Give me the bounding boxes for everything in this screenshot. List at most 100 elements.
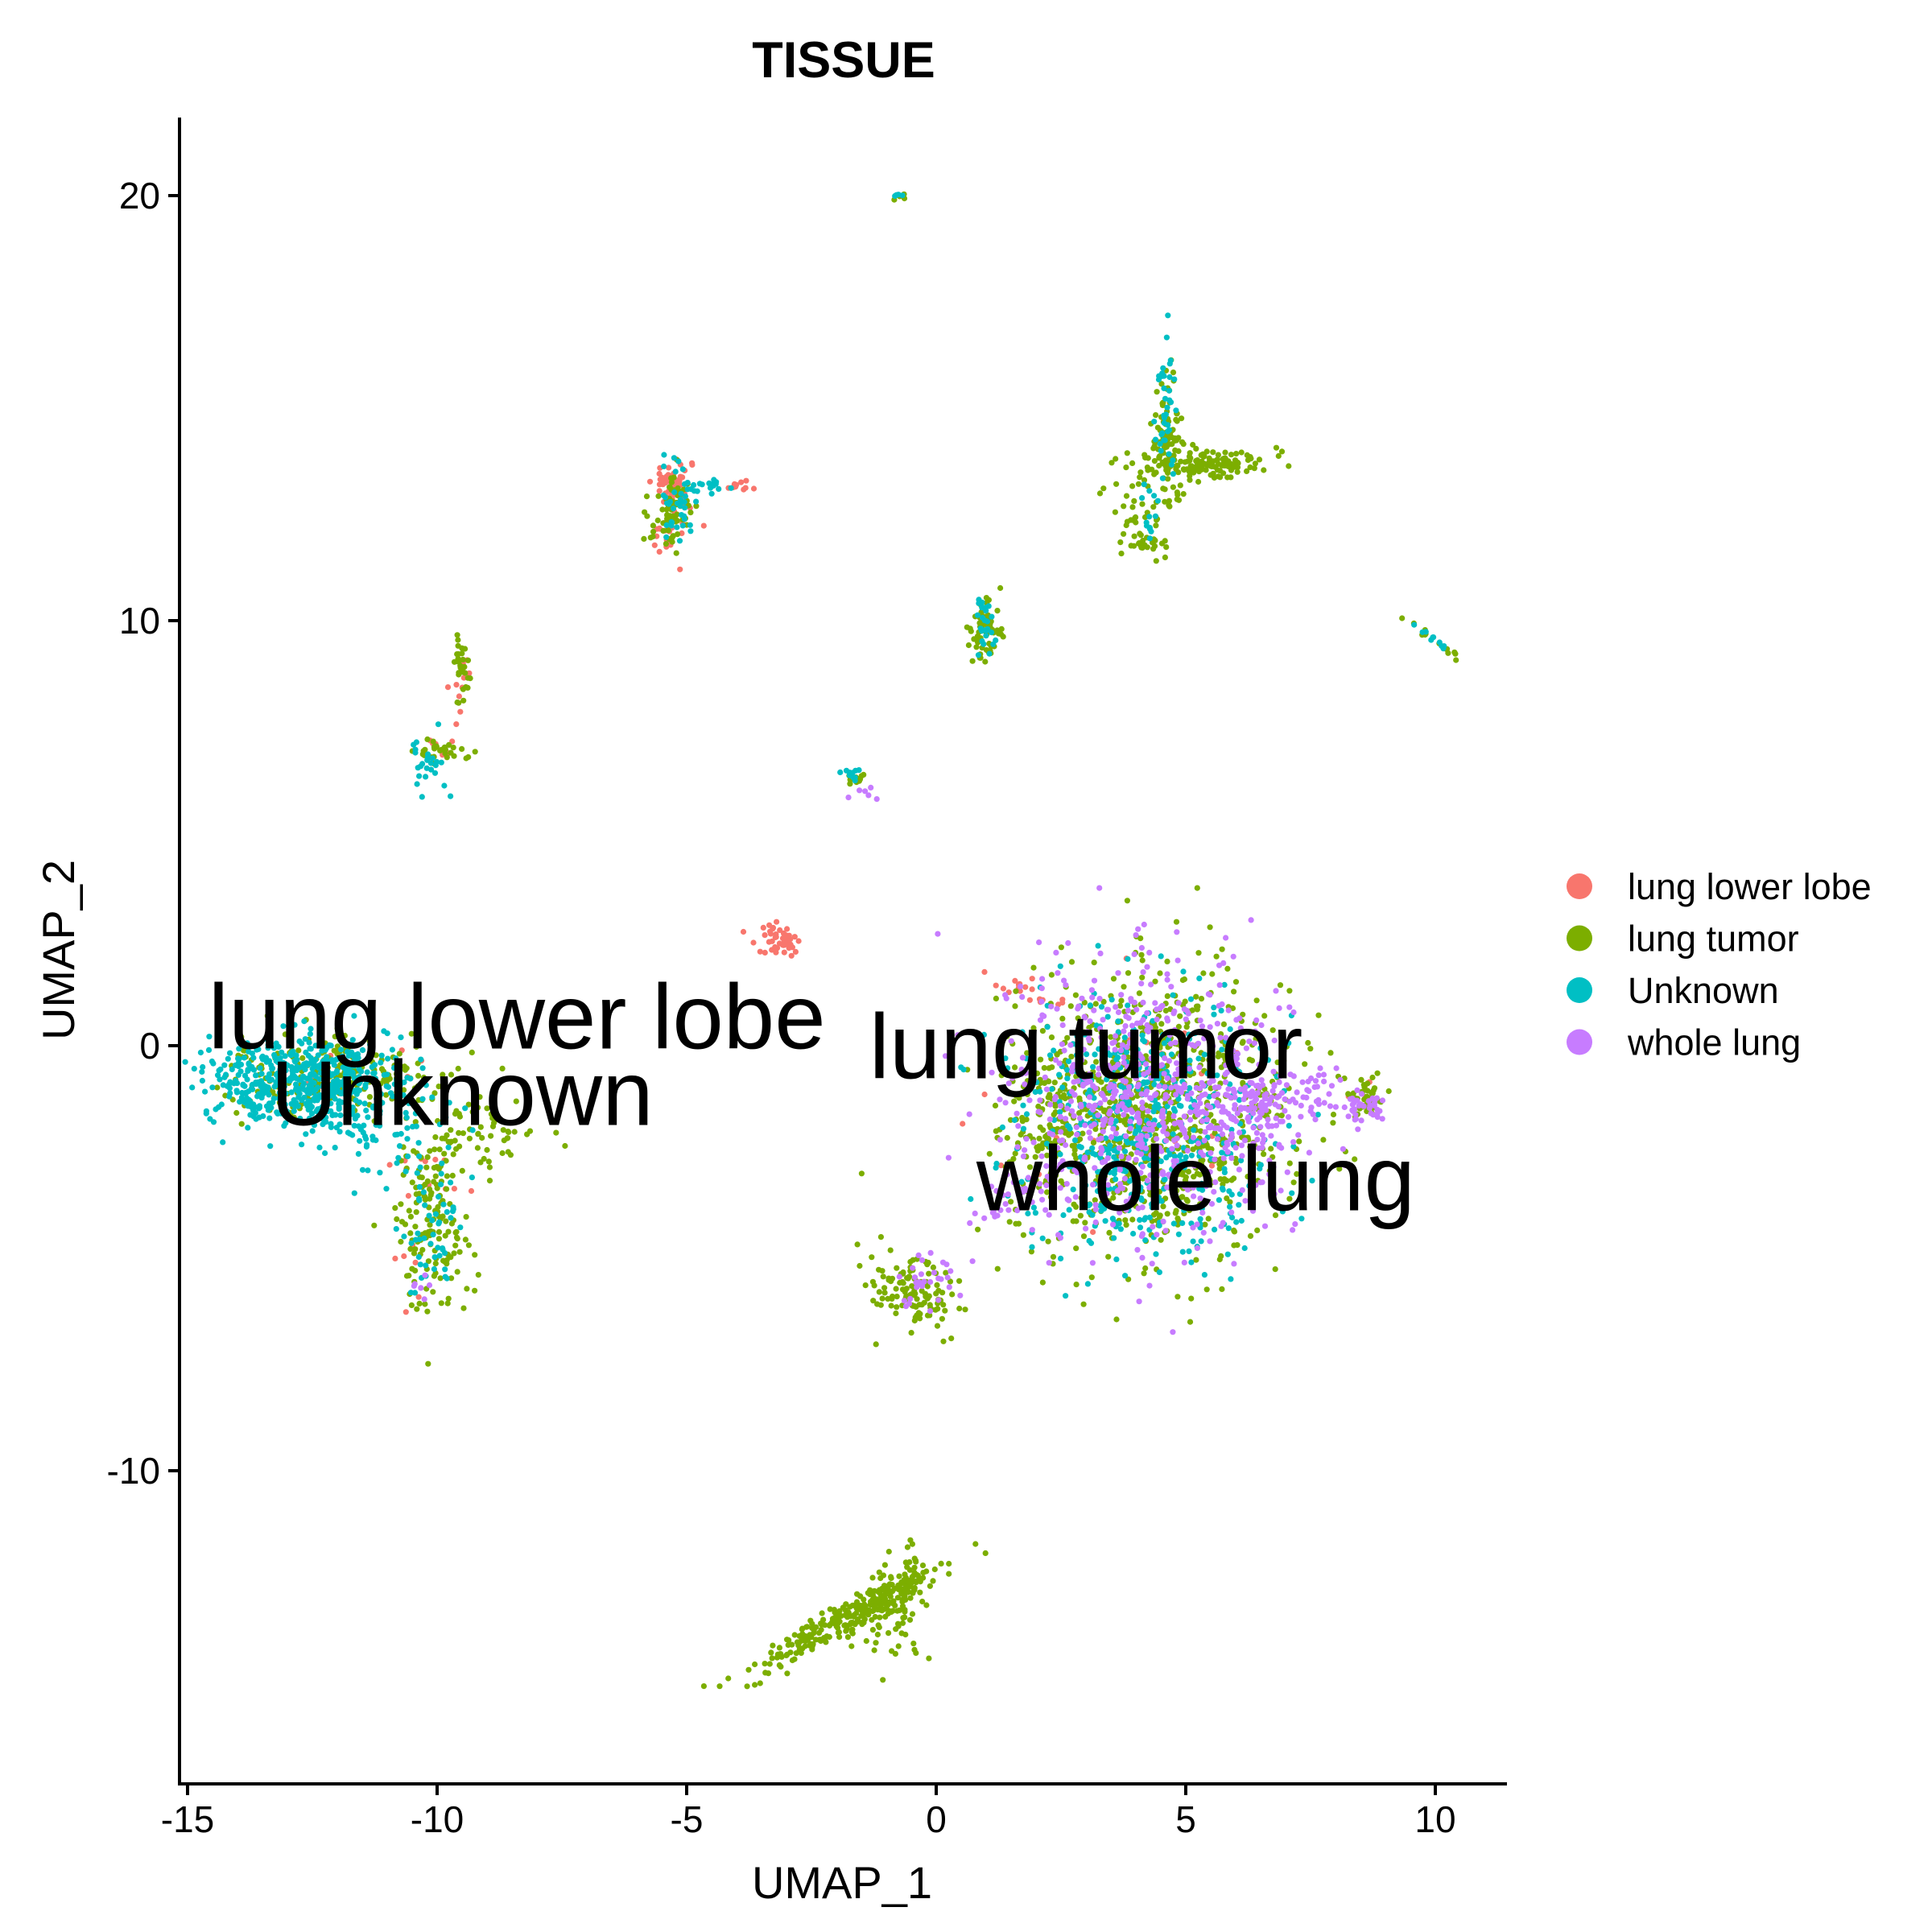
scatter-point <box>993 982 999 989</box>
scatter-point <box>513 1098 519 1104</box>
y-axis-title: UMAP_2 <box>33 860 84 1040</box>
scatter-point <box>1259 1099 1265 1105</box>
scatter-point <box>460 1305 467 1311</box>
scatter-point <box>402 1221 409 1228</box>
scatter-point <box>1117 1002 1124 1009</box>
scatter-point <box>475 1130 481 1137</box>
scatter-point <box>1197 1109 1203 1116</box>
scatter-point <box>1206 455 1212 461</box>
scatter-point <box>460 697 467 704</box>
scatter-point <box>265 1107 271 1113</box>
scatter-point <box>909 1541 915 1547</box>
scatter-point <box>250 1055 257 1061</box>
scatter-point <box>917 1311 923 1317</box>
scatter-point <box>917 1589 923 1596</box>
scatter-point <box>258 1092 265 1099</box>
scatter-point <box>800 1637 807 1644</box>
scatter-point <box>1125 1002 1131 1009</box>
scatter-point <box>1091 1121 1097 1128</box>
scatter-point <box>454 632 460 638</box>
scatter-point <box>777 927 783 934</box>
scatter-point <box>394 1072 401 1079</box>
scatter-point <box>1167 399 1174 406</box>
scatter-point <box>411 1267 419 1274</box>
scatter-point <box>930 1578 936 1584</box>
scatter-point <box>389 1046 395 1053</box>
scatter-point <box>1227 1203 1233 1210</box>
scatter-point <box>1034 1171 1040 1178</box>
scatter-point <box>1071 1146 1078 1154</box>
scatter-point <box>678 512 685 518</box>
scatter-point <box>1281 1058 1287 1064</box>
scatter-point <box>345 1053 352 1059</box>
scatter-point <box>1121 1034 1128 1041</box>
scatter-point <box>456 1249 463 1255</box>
scatter-point <box>975 1226 981 1232</box>
scatter-point <box>1058 1103 1064 1109</box>
scatter-point <box>438 1181 444 1187</box>
scatter-point <box>424 1308 431 1315</box>
scatter-point <box>366 1050 373 1056</box>
scatter-point <box>436 1121 444 1128</box>
scatter-point <box>906 1567 913 1573</box>
scatter-point <box>191 1066 197 1072</box>
legend-key <box>1567 977 1592 1003</box>
scatter-point <box>397 1082 403 1088</box>
scatter-point <box>1138 1232 1145 1240</box>
scatter-point <box>888 1574 894 1580</box>
scatter-point <box>1195 469 1203 475</box>
scatter-point <box>323 1119 329 1125</box>
scatter-point <box>1207 1238 1213 1245</box>
scatter-point <box>926 1293 932 1299</box>
scatter-point <box>414 781 420 787</box>
scatter-point <box>1112 509 1118 515</box>
scatter-point <box>1191 1030 1198 1037</box>
scatter-point <box>674 524 680 530</box>
scatter-point <box>1294 1170 1300 1177</box>
scatter-point <box>832 1615 838 1621</box>
scatter-point <box>1312 1117 1319 1123</box>
scatter-point <box>1221 981 1228 988</box>
scatter-point <box>244 1095 250 1101</box>
scatter-point <box>340 1064 346 1071</box>
scatter-point <box>1173 416 1179 423</box>
scatter-point <box>214 1084 221 1091</box>
scatter-point <box>415 1195 423 1202</box>
scatter-point <box>910 1641 917 1647</box>
scatter-point <box>902 1631 909 1638</box>
scatter-point <box>1097 1154 1104 1161</box>
scatter-point <box>998 1072 1005 1079</box>
scatter-point <box>776 1645 783 1651</box>
scatter-point <box>1057 1151 1063 1158</box>
scatter-point <box>1036 1143 1042 1150</box>
scatter-point <box>927 1278 934 1286</box>
scatter-point <box>1222 1056 1228 1063</box>
scatter-point <box>369 1104 376 1111</box>
scatter-point <box>1174 496 1180 502</box>
scatter-point <box>292 1081 299 1088</box>
scatter-point <box>349 1111 356 1117</box>
scatter-point <box>526 1128 534 1134</box>
scatter-point <box>913 1558 919 1565</box>
scatter-point <box>1216 982 1223 989</box>
scatter-point <box>969 658 976 664</box>
scatter-point <box>1020 1102 1026 1108</box>
scatter-point <box>457 1224 464 1231</box>
scatter-point <box>363 1107 369 1114</box>
scatter-point <box>1379 1116 1385 1122</box>
scatter-point <box>400 1092 407 1098</box>
scatter-point <box>993 1201 1000 1208</box>
scatter-point <box>650 522 657 529</box>
scatter-point <box>1172 1210 1179 1216</box>
scatter-point <box>1012 1003 1018 1009</box>
scatter-point <box>919 1288 925 1294</box>
scatter-point <box>654 517 661 524</box>
scatter-point <box>439 1160 445 1166</box>
scatter-point <box>836 1633 843 1641</box>
scatter-point <box>499 1150 506 1157</box>
scatter-point <box>412 1224 419 1230</box>
scatter-point <box>990 641 997 647</box>
scatter-point <box>1163 334 1170 341</box>
scatter-point <box>336 1129 343 1135</box>
scatter-point <box>283 1108 290 1115</box>
